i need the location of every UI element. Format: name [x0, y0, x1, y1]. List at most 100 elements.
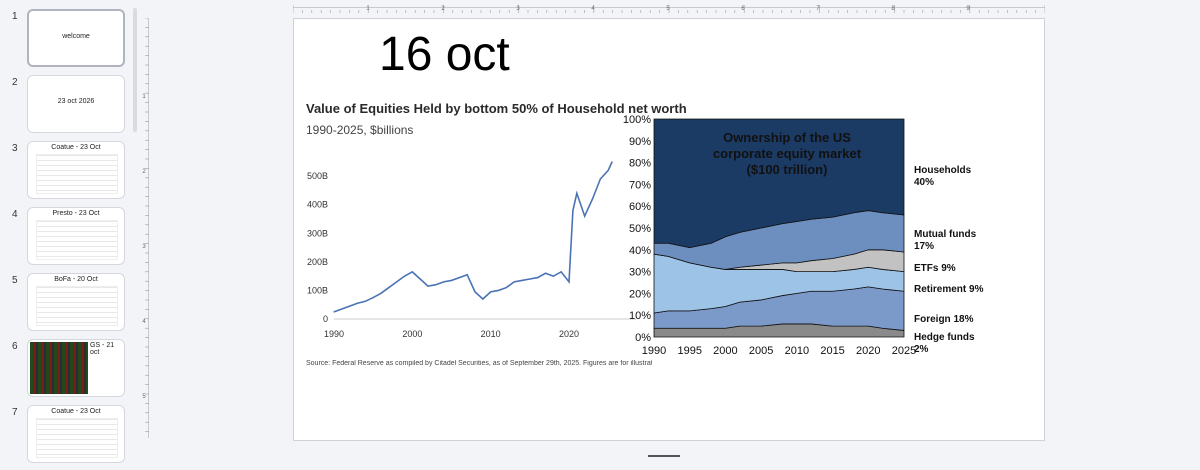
x-tick-label: 2000	[713, 345, 737, 357]
ruler-label: 2	[142, 169, 146, 175]
x-tick-label: 1995	[677, 345, 701, 357]
y-tick-label: 40%	[629, 245, 651, 257]
equities-data-point	[607, 169, 609, 172]
equities-data-point	[591, 198, 594, 200]
slide-thumbnail-preview	[36, 154, 118, 194]
y-tick-label: 70%	[629, 179, 651, 191]
y-tick-label: 10%	[629, 310, 651, 322]
ownership-area-chart[interactable]: 0% 10% 20% 30% 40% 50% 60% 70% 80% 90% 100% 1990 199…	[623, 111, 1046, 371]
ruler-label: 4	[591, 6, 595, 12]
equities-data-point	[505, 286, 507, 289]
navigator-scrollbar[interactable]	[133, 8, 137, 132]
slide-number: 5	[12, 275, 18, 286]
equities-data-point	[411, 271, 413, 273]
vertical-ruler: 1 2 3 4 5	[141, 17, 149, 438]
slide-thumbnail-1[interactable]: welcome	[27, 9, 125, 67]
x-tick-label: 1990	[642, 345, 666, 357]
y-tick-label: 60%	[629, 201, 651, 213]
slide-thumbnail-6[interactable]: GS - 21 oct	[27, 339, 125, 397]
equities-data-point	[333, 311, 335, 313]
legend-label-mutual-funds: Mutual funds	[914, 229, 977, 240]
equities-data-point	[611, 161, 613, 163]
equities-data-point	[419, 278, 421, 280]
y-tick-label: 300B	[307, 228, 328, 238]
slide-thumbnail-4[interactable]: Presto - 23 Oct	[27, 207, 125, 265]
x-tick-label: 1990	[324, 329, 344, 339]
y-tick-label: 50%	[629, 223, 651, 235]
ruler-label: 7	[816, 6, 820, 12]
slide-number: 6	[12, 341, 18, 352]
slide-thumbnail-label: Coatue - 23 Oct	[51, 408, 101, 415]
chart2-title-line: Ownership of the US	[723, 130, 851, 145]
x-tick-label: 2025	[892, 345, 916, 357]
equities-data-point	[443, 281, 445, 283]
slide-thumbnail-label: Presto - 23 Oct	[52, 210, 100, 217]
equities-data-point	[490, 291, 492, 293]
slide-thumbnail-label: welcome	[62, 33, 90, 40]
equities-data-point	[380, 292, 382, 294]
equities-data-point	[482, 298, 484, 300]
equities-line-chart[interactable]: 0 100B 200B 300B 400B 500B 1990 2000 2010 2020	[294, 147, 654, 367]
slide-thumbnail-2[interactable]: 23 oct 2026	[27, 75, 125, 133]
ruler-label: 4	[142, 319, 146, 325]
equities-data-point	[576, 192, 578, 194]
legend-value: 17%	[914, 241, 934, 252]
equities-series-line	[333, 161, 613, 313]
slide-title[interactable]: 16 oct	[379, 28, 510, 81]
slide-number: 4	[12, 209, 18, 220]
slide-thumbnail-5[interactable]: BoFa - 20 Oct	[27, 273, 125, 331]
y-tick-label: 80%	[629, 158, 651, 170]
ruler-label: 6	[741, 6, 745, 12]
legend-label-households: Households	[914, 165, 972, 176]
area-households	[653, 118, 905, 249]
chart2-title-line: ($100 trillion)	[747, 162, 828, 177]
slide-thumbnail-7[interactable]: Coatue - 23 Oct	[27, 405, 125, 463]
ruler-label: 1	[142, 94, 146, 100]
chart1-title: Value of Equities Held by bottom 50% of …	[306, 101, 687, 116]
y-tick-label: 90%	[629, 136, 651, 148]
equities-data-point	[474, 291, 476, 293]
y-tick-label: 100%	[623, 114, 651, 126]
x-tick-label: 2015	[820, 345, 844, 357]
ruler-label: 9	[966, 6, 970, 12]
legend-label-etfs: ETFs 9%	[914, 263, 956, 274]
slide-thumbnail-label: 23 oct 2026	[57, 98, 95, 105]
x-tick-label: 2005	[749, 345, 773, 357]
slide-number: 3	[12, 143, 18, 154]
equities-data-point	[497, 289, 500, 292]
legend-value: 2%	[914, 344, 929, 355]
equities-data-point	[529, 278, 531, 280]
y-tick-label: 20%	[629, 288, 651, 300]
x-tick-label: 2020	[856, 345, 880, 357]
equities-data-point	[521, 279, 523, 282]
equities-data-point	[572, 209, 574, 212]
equities-data-point	[552, 275, 554, 277]
y-tick-label: 0	[323, 314, 328, 324]
equities-data-point	[356, 302, 359, 304]
slide-thumbnail-preview	[36, 286, 118, 326]
slide-thumbnail-label: BoFa - 20 Oct	[54, 276, 98, 283]
equities-data-point	[450, 279, 453, 282]
legend-label-retirement: Retirement 9%	[914, 284, 984, 295]
legend-label-foreign: Foreign 18%	[914, 314, 974, 325]
y-tick-label: 30%	[629, 267, 651, 279]
slide-thumbnail-3[interactable]: Coatue - 23 Oct	[27, 141, 125, 199]
equities-data-point	[341, 308, 343, 310]
equities-data-point	[372, 296, 374, 299]
legend-value: 40%	[914, 177, 934, 188]
chart2-title-line: corporate equity market	[713, 146, 862, 161]
equities-data-point	[435, 284, 437, 286]
slide-canvas[interactable]: 16 oct Value of Equities Held by bottom …	[293, 18, 1045, 441]
slide-number: 2	[12, 77, 18, 88]
equities-data-point	[396, 281, 398, 283]
equities-data-point	[513, 281, 515, 283]
equities-data-point	[466, 274, 468, 276]
equities-data-point	[544, 272, 547, 274]
horizontal-ruler: 1 2 3 4 5 6 7 8 9	[292, 0, 1046, 13]
ruler-label: 8	[891, 6, 895, 12]
equities-data-point	[388, 286, 390, 289]
equities-data-point	[584, 215, 586, 217]
equities-data-point	[599, 178, 601, 180]
x-tick-label: 2000	[402, 329, 422, 339]
resize-handle[interactable]	[648, 455, 680, 457]
